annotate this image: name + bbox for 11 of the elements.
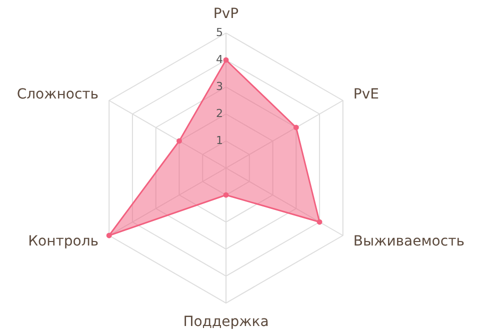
spoke-label: PvE xyxy=(353,86,380,102)
spoke-label: Выживаемость xyxy=(353,234,464,250)
spoke-label: PvP xyxy=(213,6,239,22)
spoke-label: Сложность xyxy=(16,86,99,102)
spoke-label: Контроль xyxy=(28,234,99,250)
y-tick-label: 3 xyxy=(216,80,223,93)
spoke-label: Поддержка xyxy=(183,314,269,330)
y-tick-label: 5 xyxy=(216,26,223,39)
y-tick-label: 4 xyxy=(216,53,223,66)
y-tick-label: 2 xyxy=(216,107,223,120)
y-tick-label: 1 xyxy=(216,134,223,147)
